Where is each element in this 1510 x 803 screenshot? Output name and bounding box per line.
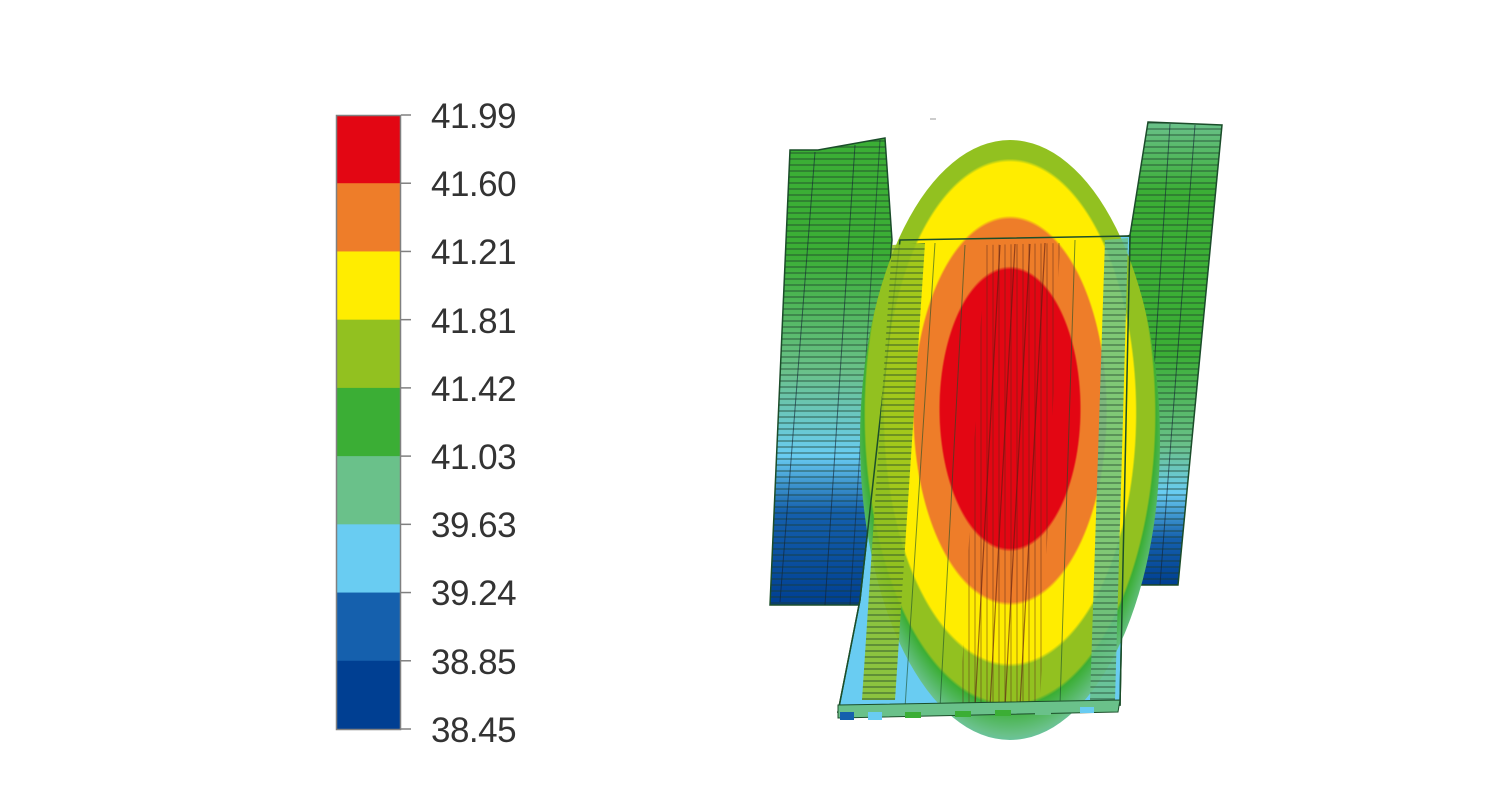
legend-color-band [336, 456, 401, 525]
legend-label-1: 41.99 [431, 97, 517, 136]
legend-label-4: 41.81 [431, 302, 517, 341]
legend-label-3: 41.21 [431, 233, 517, 272]
legend-label-5: 41.42 [431, 370, 517, 409]
legend-colorbar [335, 114, 411, 731]
legend-color-band [336, 115, 401, 184]
legend-color-band [336, 183, 401, 252]
legend-color-band [336, 387, 401, 457]
legend-color-band [336, 251, 401, 321]
legend-label-7: 39.63 [431, 506, 517, 545]
legend-label-6: 41.03 [431, 438, 517, 477]
left-fin-column [769, 137, 893, 606]
legend-label-2: 41.60 [431, 165, 517, 204]
color-legend: 41.99 41.60 41.21 41.81 41.42 41.03 39.6… [0, 0, 620, 803]
legend-label-10: 38.45 [431, 711, 517, 750]
central-body [837, 140, 1160, 740]
legend-border [335, 114, 402, 731]
legend-color-band [336, 660, 401, 730]
heatsink-contour-image [769, 118, 1223, 740]
legend-label-8: 39.24 [431, 574, 517, 613]
legend-label-9: 38.85 [431, 643, 517, 682]
legend-color-band [336, 319, 401, 389]
legend-color-band [336, 592, 401, 662]
thermal-contour-model [740, 100, 1260, 740]
legend-color-band [336, 524, 401, 594]
